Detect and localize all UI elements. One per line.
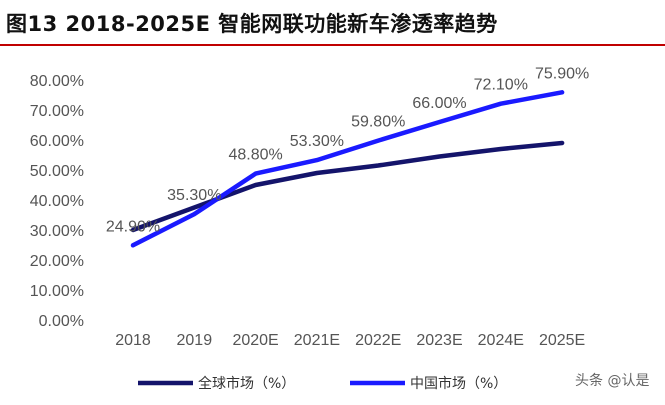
series-lines [130,90,565,248]
y-tick-label: 30.00% [30,223,84,240]
data-label: 24.90% [106,218,160,235]
y-tick-label: 50.00% [30,163,84,180]
data-labels: 24.90% 35.30% 48.80% 53.30% 59.80% 66.00% 72.1… [106,65,589,235]
y-tick-label: 70.00% [30,103,84,120]
series-line-1 [130,90,565,248]
legend-label: 全球市场（%） [198,375,295,392]
y-tick-label: 10.00% [30,283,84,300]
x-tick-label: 2023E [416,332,462,349]
x-tick-label: 2025E [539,332,585,349]
data-label: 66.00% [412,95,466,112]
data-label: 59.80% [351,114,405,131]
y-tick-label: 80.00% [30,73,84,90]
title-bar: 图13 2018-2025E 智能网联功能新车渗透率趋势 [0,0,665,46]
data-label: 35.30% [167,187,221,204]
x-tick-label: 2020E [232,332,278,349]
data-label: 75.90% [535,65,589,82]
legend: 全球市场（%） 中国市场（%） [138,375,507,392]
series-line-0 [130,140,565,233]
y-axis: 0.00% 10.00% 20.00% 30.00% 40.00% 50.00% 60.00… [30,73,84,330]
y-tick-label: 40.00% [30,193,84,210]
data-label: 72.10% [474,77,528,94]
y-tick-label: 60.00% [30,133,84,150]
watermark: 头条 @认是 [575,372,649,389]
x-axis: 2018 2019 2020E 2021E 2022E 2023E 2024E 2025E [115,332,585,349]
x-tick-label: 2021E [294,332,340,349]
x-tick-label: 2022E [355,332,401,349]
x-tick-label: 2018 [115,332,151,349]
y-tick-label: 0.00% [39,313,84,330]
line-chart: 0.00% 10.00% 20.00% 30.00% 40.00% 50.00% 60.00… [30,65,650,392]
chart-title: 图13 2018-2025E 智能网联功能新车渗透率趋势 [6,12,498,36]
y-tick-label: 20.00% [30,253,84,270]
data-label: 53.30% [290,133,344,150]
legend-label: 中国市场（%） [410,375,507,392]
x-tick-label: 2024E [478,332,524,349]
data-label: 48.80% [228,147,282,164]
x-tick-label: 2019 [177,332,213,349]
